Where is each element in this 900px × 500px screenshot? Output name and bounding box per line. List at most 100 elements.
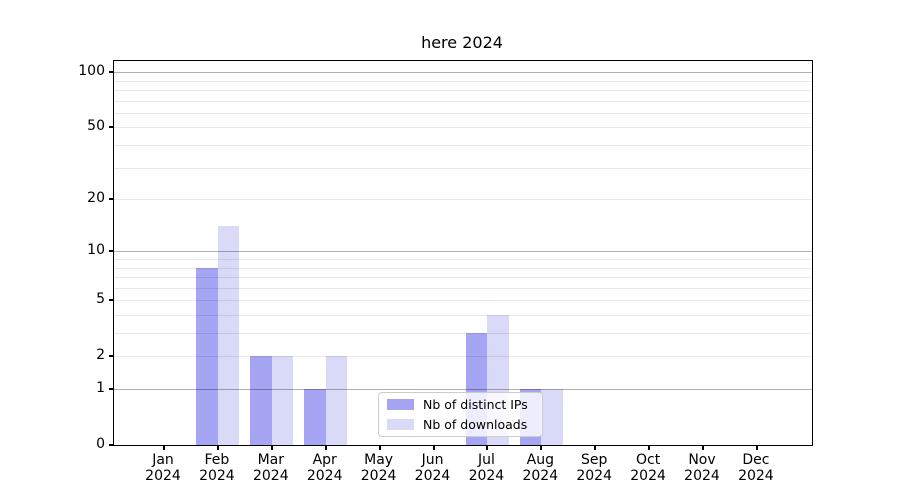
gridline-minor <box>114 168 812 169</box>
gridline-minor <box>114 199 812 200</box>
gridline-minor <box>114 333 812 334</box>
x-tick-label: Feb 2024 <box>185 452 249 484</box>
plot-area <box>113 60 813 446</box>
y-tick-mark <box>109 250 113 253</box>
x-tick-year: 2024 <box>199 468 235 484</box>
x-tick-month: Aug <box>526 452 554 468</box>
gridline-minor <box>114 81 812 82</box>
gridline-minor <box>114 300 812 301</box>
x-tick-label: Jul 2024 <box>454 452 518 484</box>
x-tick-label: Oct 2024 <box>616 452 680 484</box>
gridline-minor <box>114 356 812 357</box>
x-tick-month: Jan <box>152 452 174 468</box>
bar-downloads <box>325 356 348 445</box>
x-tick-year: 2024 <box>738 468 774 484</box>
x-tick-mark <box>378 446 381 450</box>
y-tick-mark <box>109 355 113 358</box>
x-tick-year: 2024 <box>468 468 505 484</box>
x-tick-mark <box>594 446 597 450</box>
x-tick-year: 2024 <box>306 468 343 484</box>
gridline-minor <box>114 259 812 260</box>
bar-downloads <box>271 356 294 445</box>
x-tick-label: Sep 2024 <box>562 452 626 484</box>
x-tick-mark <box>702 446 704 450</box>
x-tick-mark <box>324 446 327 450</box>
x-tick-month: Jul <box>477 452 495 468</box>
y-tick-label: 50 <box>87 118 105 135</box>
x-tick-mark <box>755 446 758 450</box>
gridline-minor <box>114 113 812 114</box>
x-tick-mark <box>540 446 543 450</box>
x-tick-month: Oct <box>635 452 661 468</box>
x-tick-label: Nov 2024 <box>670 452 734 484</box>
y-tick-label: 10 <box>87 242 105 259</box>
x-tick-year: 2024 <box>360 468 397 484</box>
legend-swatch-distinct-ips <box>387 399 414 410</box>
x-tick-year: 2024 <box>414 468 451 484</box>
y-tick-label: 0 <box>96 436 105 452</box>
legend-label-distinct-ips: Nb of distinct IPs <box>423 397 528 412</box>
bar-distinct-ips <box>304 389 326 445</box>
x-tick-mark <box>163 446 165 450</box>
x-tick-label: Dec 2024 <box>724 452 788 484</box>
y-tick-label: 20 <box>87 190 105 207</box>
gridline-minor <box>114 145 812 146</box>
y-tick-mark <box>109 126 113 129</box>
x-tick-mark <box>216 446 219 450</box>
x-tick-label: Jan 2024 <box>131 452 195 484</box>
x-tick-month: Mar <box>257 452 284 468</box>
y-tick-mark <box>109 71 113 74</box>
bar-distinct-ips <box>250 356 272 445</box>
x-tick-year: 2024 <box>684 468 720 484</box>
gridline-minor <box>114 315 812 316</box>
gridline-minor <box>114 277 812 278</box>
legend: Nb of distinct IPs Nb of downloads <box>378 392 543 437</box>
x-tick-year: 2024 <box>145 468 181 484</box>
x-tick-label: Apr 2024 <box>293 452 357 484</box>
x-tick-label: Jun 2024 <box>401 452 465 484</box>
gridline-major <box>114 72 812 73</box>
bar-downloads <box>217 226 240 445</box>
x-tick-month: Apr <box>312 452 337 468</box>
x-tick-month: Nov <box>688 452 716 468</box>
x-tick-label: Aug 2024 <box>508 452 572 484</box>
x-tick-year: 2024 <box>630 468 666 484</box>
gridline-minor <box>114 90 812 91</box>
y-tick-mark <box>109 444 113 446</box>
x-tick-month: Jun <box>421 452 444 468</box>
x-tick-mark <box>486 446 489 450</box>
x-tick-mark <box>432 446 435 450</box>
x-tick-year: 2024 <box>252 468 289 484</box>
gridline-major <box>114 389 812 390</box>
y-tick-label: 100 <box>78 63 105 80</box>
legend-item-distinct-ips: Nb of distinct IPs <box>387 396 534 413</box>
y-tick-label: 1 <box>96 380 105 396</box>
gridline-major <box>114 251 812 252</box>
x-tick-year: 2024 <box>576 468 612 484</box>
x-tick-month: Feb <box>204 452 230 468</box>
gridline-minor <box>114 101 812 102</box>
chart-title: here 2024 <box>421 33 503 52</box>
y-tick-label: 2 <box>96 347 105 364</box>
x-tick-label: May 2024 <box>347 452 411 484</box>
y-tick-label: 5 <box>96 291 105 308</box>
y-tick-mark <box>109 388 113 390</box>
x-tick-month: Sep <box>580 452 608 468</box>
x-tick-mark <box>270 446 273 450</box>
x-tick-month: Dec <box>742 452 770 468</box>
y-tick-mark <box>109 299 113 302</box>
x-tick-label: Mar 2024 <box>239 452 303 484</box>
legend-swatch-downloads <box>387 419 414 430</box>
gridline-minor <box>114 268 812 269</box>
legend-item-downloads: Nb of downloads <box>387 416 534 433</box>
bar-downloads <box>541 389 563 445</box>
x-tick-year: 2024 <box>522 468 559 484</box>
legend-label-downloads: Nb of downloads <box>423 417 528 432</box>
gridline-minor <box>114 127 812 128</box>
x-tick-mark <box>648 446 651 450</box>
y-tick-mark <box>109 198 113 201</box>
x-tick-month: May <box>364 452 394 468</box>
gridline-minor <box>114 288 812 289</box>
bar-distinct-ips <box>196 267 218 445</box>
